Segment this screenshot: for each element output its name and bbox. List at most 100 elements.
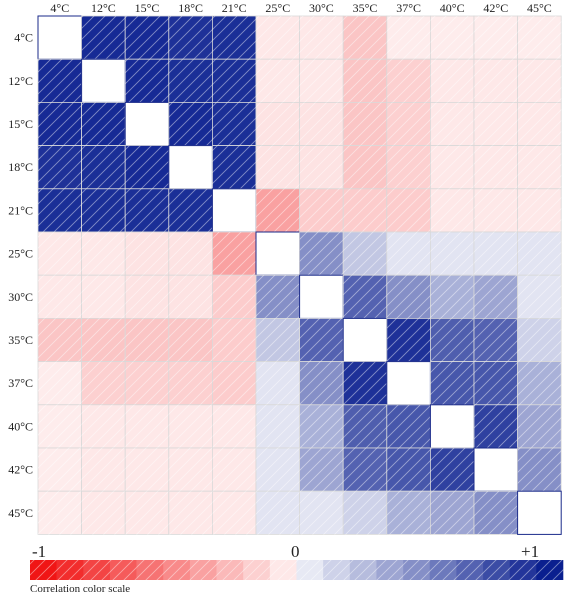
- heatmap-cell-hatch: [38, 275, 82, 319]
- heatmap-cell-hatch: [81, 16, 126, 60]
- heatmap-cell-hatch: [38, 318, 82, 362]
- colorbar-swatch-hatch: [403, 560, 431, 580]
- heatmap-cell-hatch: [517, 188, 562, 232]
- y-tick-label: 42°C: [8, 463, 33, 477]
- heatmap-cell-hatch: [168, 102, 213, 146]
- heatmap-cell-hatch: [299, 448, 344, 492]
- colorbar-swatch-hatch: [243, 560, 271, 580]
- y-tick-label: 45°C: [8, 506, 33, 520]
- heatmap-cell-hatch: [517, 448, 562, 492]
- y-tick-label: 18°C: [8, 160, 33, 174]
- heatmap-cell-hatch: [299, 404, 344, 448]
- heatmap-cell-42°C-42°C: [473, 447, 519, 492]
- heatmap-cell-hatch: [81, 491, 126, 535]
- heatmap-cell-hatch: [474, 16, 518, 60]
- colorbar-max-label: +1: [521, 542, 539, 561]
- heatmap-cell-hatch: [386, 404, 431, 448]
- heatmap-cell-hatch: [430, 145, 474, 189]
- heatmap-cell-hatch: [386, 102, 431, 146]
- heatmap-cell-hatch: [517, 59, 562, 103]
- heatmap-cell-hatch: [343, 361, 387, 405]
- y-tick-label: 40°C: [8, 419, 33, 433]
- heatmap-cell-hatch: [256, 448, 300, 492]
- heatmap-cell-hatch: [125, 318, 169, 362]
- heatmap-cell-hatch: [125, 188, 169, 232]
- heatmap-cell-hatch: [256, 145, 300, 189]
- colorbar-min-label: -1: [32, 542, 46, 561]
- heatmap-cell-hatch: [256, 404, 300, 448]
- heatmap-cell-hatch: [430, 16, 474, 60]
- x-tick-label: 40°C: [440, 1, 465, 15]
- heatmap-cell-hatch: [474, 59, 518, 103]
- heatmap-cell-37°C-37°C: [386, 361, 431, 406]
- heatmap-cell-hatch: [299, 318, 344, 362]
- heatmap-cell-hatch: [430, 232, 474, 276]
- heatmap-cell-hatch: [38, 188, 82, 232]
- colorbar-swatch-hatch: [509, 560, 537, 580]
- heatmap-cell-hatch: [256, 491, 300, 535]
- heatmap-cell-hatch: [343, 59, 387, 103]
- heatmap-cell-hatch: [256, 361, 300, 405]
- heatmap-cell-hatch: [168, 275, 213, 319]
- heatmap-cell-12°C-12°C: [81, 58, 126, 103]
- colorbar-swatch-hatch: [189, 560, 217, 580]
- x-tick-label: 42°C: [483, 1, 508, 15]
- heatmap-cell-21°C-21°C: [211, 188, 257, 233]
- heatmap-cell-hatch: [343, 102, 387, 146]
- heatmap-cell-hatch: [38, 59, 82, 103]
- heatmap-cell-hatch: [299, 145, 344, 189]
- heatmap-cell-30°C-30°C: [299, 274, 344, 319]
- heatmap-cell-hatch: [517, 404, 562, 448]
- heatmap-cell-hatch: [38, 491, 82, 535]
- colorbar-swatch-hatch: [536, 560, 564, 580]
- heatmap-cell-hatch: [212, 448, 256, 492]
- x-tick-label: 35°C: [353, 1, 378, 15]
- heatmap-cell-hatch: [474, 232, 518, 276]
- x-axis-labels: 4°C 12°C 15°C 18°C 21°C 25°C 30°C 35°C 37°C 40°C 4…: [50, 1, 551, 15]
- heatmap-cell-hatch: [168, 448, 213, 492]
- x-tick-label: 12°C: [91, 1, 116, 15]
- colorbar-swatch-hatch: [483, 560, 510, 580]
- x-tick-label: 25°C: [265, 1, 290, 15]
- heatmap-cell-hatch: [168, 318, 213, 362]
- heatmap-cell-hatch: [430, 188, 474, 232]
- y-tick-label: 21°C: [8, 203, 33, 217]
- heatmap-cell-35°C-35°C: [342, 317, 388, 363]
- colorbar-swatch-hatch: [456, 560, 484, 580]
- heatmap-cell-hatch: [430, 491, 474, 535]
- heatmap-cell-hatch: [386, 448, 431, 492]
- heatmap-cell-hatch: [212, 491, 256, 535]
- x-tick-label: 21°C: [222, 1, 247, 15]
- heatmap-cell-hatch: [474, 404, 518, 448]
- heatmap-cell-hatch: [430, 59, 474, 103]
- heatmap-cell-hatch: [386, 491, 431, 535]
- y-tick-label: 37°C: [8, 376, 33, 390]
- heatmap-cell-hatch: [38, 232, 82, 276]
- colorbar-swatch-hatch: [163, 560, 191, 580]
- heatmap-cell-hatch: [81, 275, 126, 319]
- heatmap-cell-hatch: [38, 404, 82, 448]
- x-tick-label: 15°C: [135, 1, 160, 15]
- heatmap-cell-hatch: [212, 145, 256, 189]
- colorbar-swatch-hatch: [216, 560, 244, 580]
- heatmap-cell-hatch: [517, 361, 562, 405]
- colorbar-swatch-hatch: [136, 560, 164, 580]
- heatmap-cell-hatch: [125, 16, 169, 60]
- y-tick-label: 15°C: [8, 117, 33, 131]
- heatmap-cell-hatch: [474, 145, 518, 189]
- heatmap-cell-hatch: [81, 102, 126, 146]
- colorbar-swatch-hatch: [376, 560, 404, 580]
- heatmap-cell-hatch: [212, 318, 256, 362]
- colorbar-swatch-hatch: [349, 560, 377, 580]
- y-tick-label: 35°C: [8, 333, 33, 347]
- heatmap-cell-hatch: [299, 59, 344, 103]
- heatmap-cell-hatch: [343, 145, 387, 189]
- heatmap-cell-hatch: [430, 275, 474, 319]
- heatmap-cell-hatch: [125, 275, 169, 319]
- heatmap-cell-hatch: [168, 188, 213, 232]
- heatmap-cell-hatch: [343, 275, 387, 319]
- heatmap-cell-hatch: [386, 318, 431, 362]
- x-tick-label: 37°C: [396, 1, 421, 15]
- heatmap-cell-hatch: [343, 448, 387, 492]
- heatmap-cell-hatch: [343, 16, 387, 60]
